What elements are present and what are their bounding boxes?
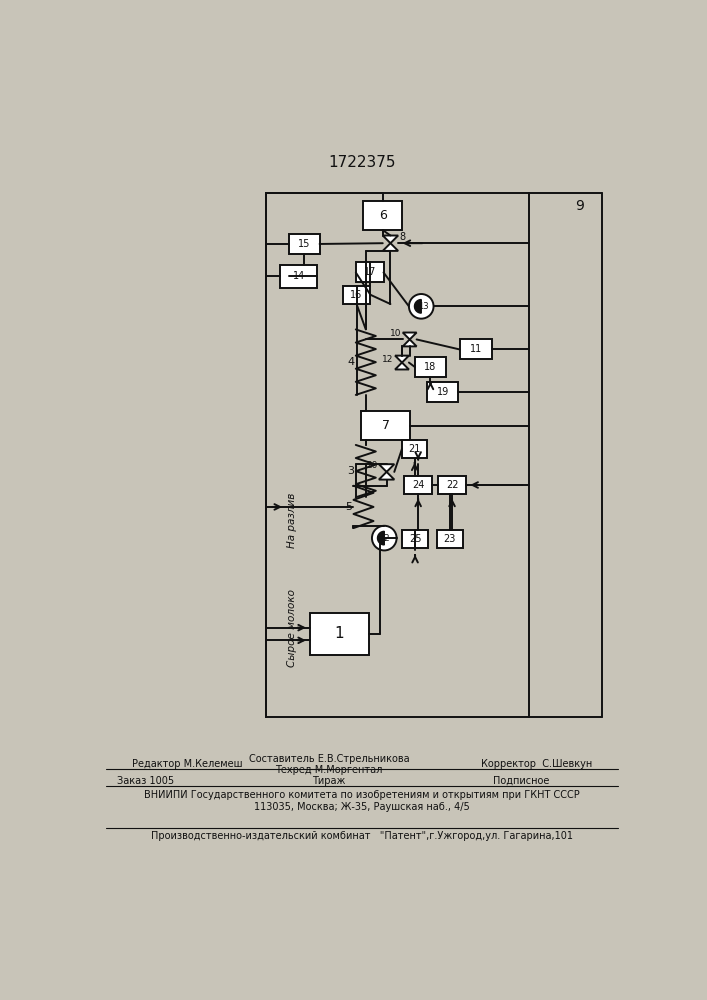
Text: Техред М.Моргентал: Техред М.Моргентал — [275, 765, 382, 775]
Text: 4: 4 — [347, 357, 354, 367]
Polygon shape — [403, 339, 416, 346]
Polygon shape — [379, 472, 395, 480]
Text: 25: 25 — [409, 534, 421, 544]
Bar — [402, 530, 428, 548]
Text: 21: 21 — [409, 444, 421, 454]
Text: 10: 10 — [390, 329, 402, 338]
Bar — [438, 476, 466, 494]
Bar — [428, 382, 458, 402]
Polygon shape — [378, 531, 385, 545]
Text: На разлив: На разлив — [287, 493, 297, 548]
Circle shape — [409, 294, 433, 319]
Text: 7: 7 — [382, 419, 390, 432]
Bar — [361, 411, 411, 440]
Polygon shape — [395, 356, 409, 363]
Text: 14: 14 — [293, 271, 305, 281]
Bar — [402, 440, 428, 458]
Text: Корректор  С.Шевкун: Корректор С.Шевкун — [481, 759, 592, 769]
Polygon shape — [395, 363, 409, 369]
Text: Редактор М.Келемеш: Редактор М.Келемеш — [132, 759, 243, 769]
Text: Сырое молоко: Сырое молоко — [287, 589, 297, 667]
Bar — [363, 201, 402, 230]
Text: 12: 12 — [382, 355, 394, 364]
Text: 17: 17 — [363, 267, 376, 277]
Text: 11: 11 — [469, 344, 482, 354]
Bar — [460, 339, 492, 359]
Text: 22: 22 — [446, 480, 458, 490]
Circle shape — [372, 526, 397, 550]
Text: Составитель Е.В.Стрельникова: Составитель Е.В.Стрельникова — [249, 754, 409, 764]
Bar — [288, 234, 320, 254]
Text: 18: 18 — [424, 362, 437, 372]
Bar — [356, 262, 383, 282]
Text: 1722375: 1722375 — [328, 155, 396, 170]
Text: 15: 15 — [298, 239, 310, 249]
Text: Заказ 1005: Заказ 1005 — [117, 776, 174, 786]
Text: Подписное: Подписное — [493, 776, 549, 786]
Text: Производственно-издательский комбинат   "Патент",г.Ужгород,ул. Гагарина,101: Производственно-издательский комбинат "П… — [151, 831, 573, 841]
Text: 20: 20 — [366, 461, 378, 470]
Bar — [437, 530, 463, 548]
Polygon shape — [382, 235, 398, 243]
Bar — [404, 476, 432, 494]
Bar — [415, 357, 446, 377]
Bar — [281, 265, 317, 288]
Text: 9: 9 — [575, 199, 583, 213]
Text: 1: 1 — [335, 626, 344, 641]
Polygon shape — [382, 243, 398, 251]
Text: 23: 23 — [443, 534, 456, 544]
Text: 8: 8 — [399, 232, 406, 242]
Text: 19: 19 — [437, 387, 449, 397]
Text: 113035, Москва; Ж-35, Раушская наб., 4/5: 113035, Москва; Ж-35, Раушская наб., 4/5 — [254, 802, 470, 812]
Text: 16: 16 — [351, 290, 363, 300]
Text: 2: 2 — [384, 534, 390, 543]
Text: 3: 3 — [347, 466, 354, 476]
Text: 5: 5 — [345, 502, 352, 512]
Text: ВНИИПИ Государственного комитета по изобретениям и открытиям при ГКНТ СССР: ВНИИПИ Государственного комитета по изоб… — [144, 790, 580, 800]
Polygon shape — [403, 333, 416, 339]
Bar — [310, 613, 369, 655]
Text: 13: 13 — [419, 302, 429, 311]
Polygon shape — [379, 464, 395, 472]
Text: Тираж: Тираж — [312, 776, 346, 786]
Text: 6: 6 — [379, 209, 387, 222]
Bar — [343, 286, 370, 304]
Text: 24: 24 — [412, 480, 424, 490]
Polygon shape — [414, 300, 421, 313]
